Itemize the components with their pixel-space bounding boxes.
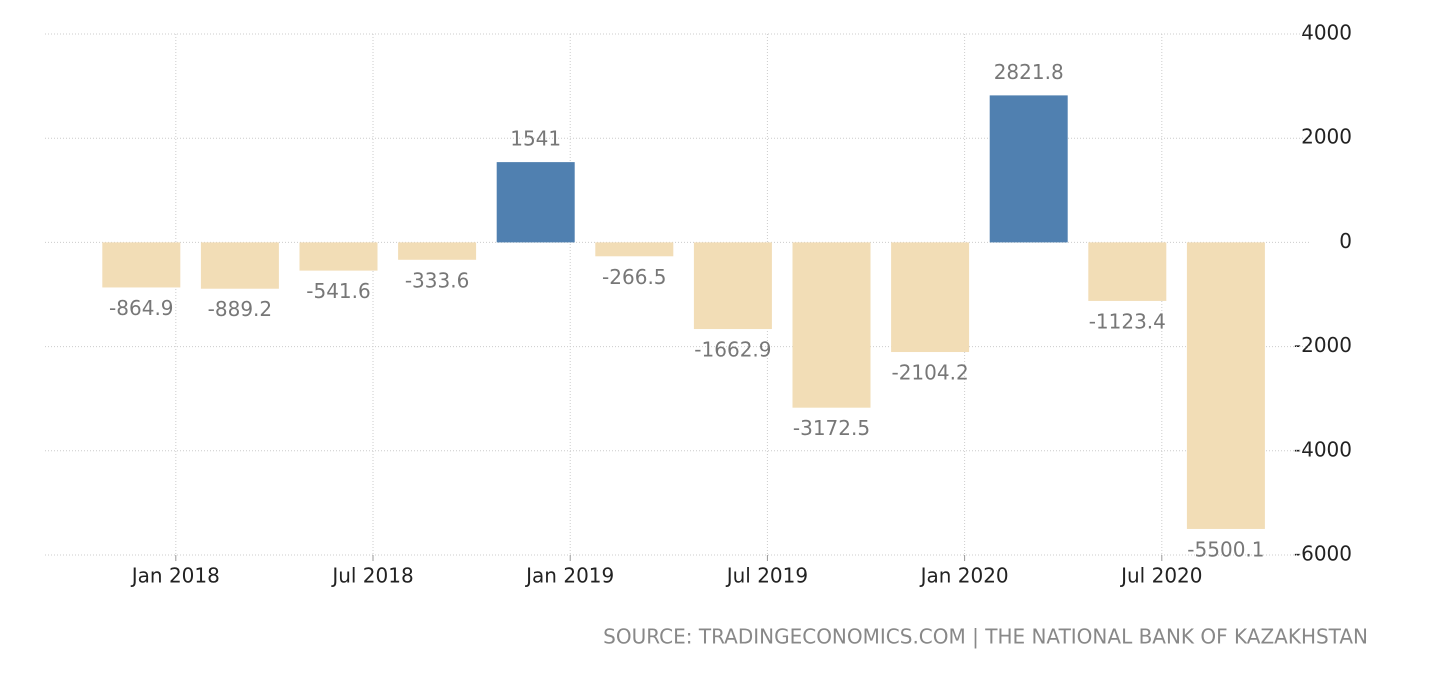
value-label: -864.9 (109, 296, 173, 320)
value-label: -5500.1 (1187, 537, 1264, 561)
x-tick-label: Jul 2019 (725, 564, 808, 588)
value-label: -541.6 (306, 279, 370, 303)
y-tick-label: -4000 (1294, 437, 1352, 461)
x-tick-label: Jul 2020 (1119, 564, 1202, 588)
value-label: -333.6 (405, 268, 469, 292)
bar (693, 242, 772, 330)
bar (102, 242, 181, 288)
bar (1186, 242, 1265, 529)
y-tick-label: 4000 (1301, 21, 1352, 45)
x-tick-label: Jan 2018 (130, 564, 220, 588)
value-label: 1541 (510, 127, 561, 151)
bar (989, 95, 1068, 243)
value-label: 2821.8 (994, 60, 1064, 84)
bar (398, 242, 477, 260)
bar (891, 242, 970, 353)
bar (595, 242, 674, 257)
y-tick-label: -2000 (1294, 333, 1352, 357)
x-tick-label: Jan 2020 (919, 564, 1009, 588)
value-label: -1662.9 (694, 338, 771, 362)
value-label: -1123.4 (1089, 309, 1166, 333)
value-label: -889.2 (208, 297, 272, 321)
y-tick-label: 2000 (1301, 125, 1352, 149)
bar (496, 162, 575, 243)
y-tick-label: 0 (1339, 229, 1352, 253)
value-label: -3172.5 (793, 416, 870, 440)
bar (1088, 242, 1167, 301)
source: SOURCE: TRADINGECONOMICS.COM | THE NATIO… (603, 625, 1368, 649)
y-tick-label: -6000 (1294, 542, 1352, 566)
bar (299, 242, 378, 271)
value-label: -2104.2 (891, 361, 968, 385)
bar (792, 242, 871, 408)
x-tick-label: Jan 2019 (524, 564, 614, 588)
x-tick-label: Jul 2018 (330, 564, 413, 588)
value-label: -266.5 (602, 265, 666, 289)
bar (200, 242, 279, 289)
